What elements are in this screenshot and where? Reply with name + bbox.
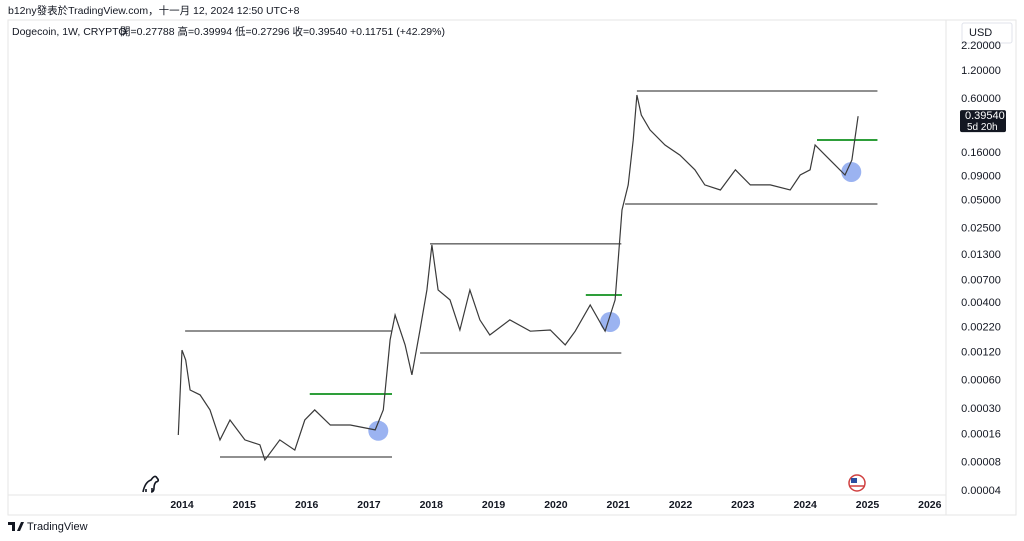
- y-tick-label: 0.00004: [961, 485, 1001, 497]
- countdown: 5d 20h: [967, 122, 998, 133]
- brand-icon: [8, 522, 24, 531]
- y-tick-label: 0.00220: [961, 322, 1001, 334]
- last-price-box: [960, 110, 1006, 133]
- y-tick-label: 0.05000: [961, 194, 1001, 206]
- y-tick-label: 0.00008: [961, 457, 1001, 469]
- currency-box[interactable]: [961, 22, 1013, 44]
- y-tick-label: 0.00120: [961, 346, 1001, 358]
- logo-icon: [142, 475, 160, 493]
- y-tick-label: 0.16000: [961, 147, 1001, 159]
- last-price: 0.39540: [965, 110, 1005, 122]
- x-tick-label: 2020: [544, 499, 568, 511]
- y-tick-label: 0.00700: [961, 274, 1001, 286]
- x-tick-label: 2024: [793, 499, 817, 511]
- x-tick-label: 2021: [607, 499, 631, 511]
- x-tick-label: 2019: [482, 499, 506, 511]
- highlight-circle: [600, 311, 621, 332]
- y-tick-label: 0.02500: [961, 223, 1001, 235]
- x-tick-label: 2018: [420, 499, 444, 511]
- y-tick-label: 0.00060: [961, 375, 1001, 387]
- plot: [177, 90, 878, 462]
- y-tick-label: 0.60000: [961, 93, 1001, 105]
- price-line: [177, 94, 859, 462]
- flag-canton: [851, 478, 857, 483]
- y-tick-label: 0.00030: [961, 403, 1001, 415]
- byline: b12ny發表於TradingView.com，十一月 12, 2024 12:…: [8, 4, 300, 17]
- x-tick-label: 2016: [295, 499, 319, 511]
- highlight-circle: [841, 161, 862, 182]
- y-tick-label: 0.01300: [961, 249, 1001, 261]
- currency[interactable]: USD: [969, 27, 992, 39]
- brand: TradingView: [27, 521, 88, 533]
- x-tick-label: 2026: [918, 499, 942, 511]
- highlight-circle: [368, 420, 389, 441]
- ohlc: 開=0.27788 高=0.39994 低=0.27296 收=0.39540 …: [120, 25, 445, 38]
- chart-frame: [7, 19, 1017, 516]
- x-tick-label: 2017: [357, 499, 381, 511]
- x-tick-label: 2023: [731, 499, 755, 511]
- y-tick-label: 0.00400: [961, 297, 1001, 309]
- x-tick-label: 2014: [170, 499, 194, 511]
- x-tick-label: 2022: [669, 499, 693, 511]
- x-tick-label: 2025: [856, 499, 880, 511]
- y-tick-label: 0.00016: [961, 428, 1001, 440]
- y-tick-label: 2.20000: [961, 40, 1001, 52]
- x-tick-label: 2015: [233, 499, 257, 511]
- symbol: Dogecoin, 1W, CRYPTO: [12, 26, 127, 38]
- y-tick-label: 1.20000: [961, 65, 1001, 77]
- y-tick-label: 0.09000: [961, 170, 1001, 182]
